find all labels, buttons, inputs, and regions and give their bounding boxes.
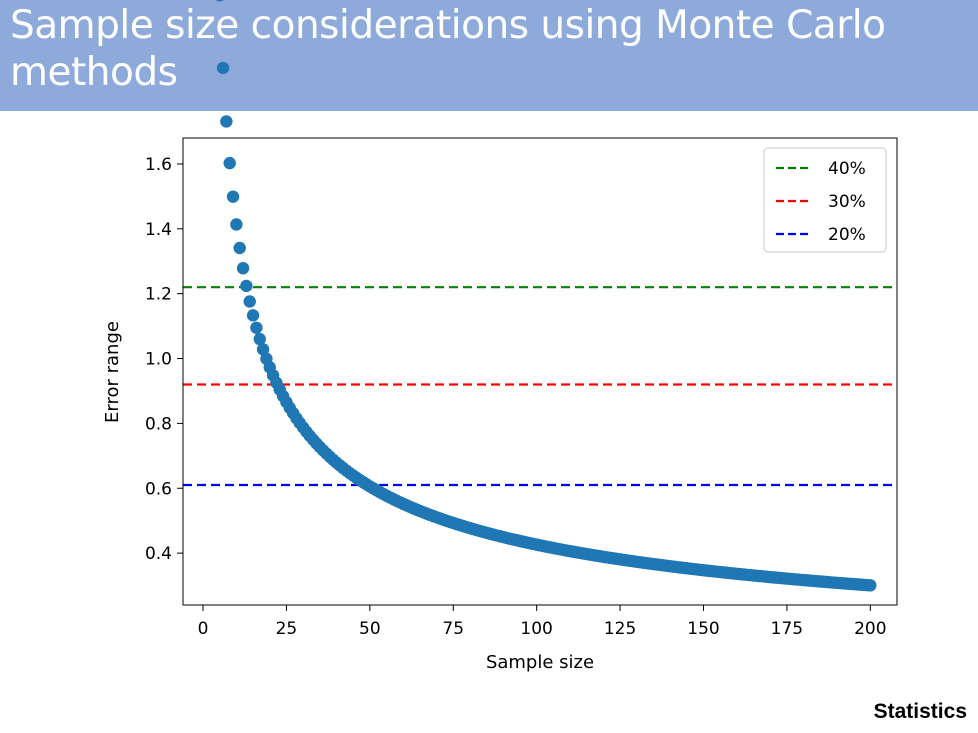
data-point <box>246 309 260 322</box>
title-banner: Sample size considerations using Monte C… <box>0 0 978 111</box>
y-tick-label: 0.8 <box>145 414 172 434</box>
data-point <box>240 279 253 293</box>
y-tick-label: 1.4 <box>145 220 172 240</box>
y-tick-label: 0.4 <box>145 544 172 564</box>
data-point <box>256 343 270 356</box>
data-point <box>216 61 230 75</box>
data-point <box>243 295 256 308</box>
y-tick-label: 1.6 <box>145 155 172 175</box>
data-point <box>864 579 877 592</box>
x-tick-label: 75 <box>442 619 464 639</box>
legend-label: 20% <box>828 225 866 245</box>
x-tick-label: 100 <box>520 619 552 639</box>
data-point <box>220 115 233 128</box>
x-tick-label: 125 <box>604 619 636 639</box>
data-point <box>233 241 246 255</box>
x-axis-label: Sample size <box>486 652 594 673</box>
data-point <box>230 218 243 231</box>
x-tick-label: 0 <box>198 619 209 639</box>
footer-label: Statistics <box>873 700 967 723</box>
slide-title: Sample size considerations using Monte C… <box>10 3 886 95</box>
axes-frame <box>182 137 898 606</box>
data-point <box>223 156 236 170</box>
x-tick-label: 175 <box>771 619 803 639</box>
x-tick-label: 150 <box>687 619 719 639</box>
data-point <box>250 321 263 334</box>
legend-label: 30% <box>828 192 866 212</box>
y-ticks: 0.4 0.6 0.8 1.0 1.2 1.4 1.6 <box>145 155 183 564</box>
y-axis-label: Error range <box>102 321 123 423</box>
threshold-lines <box>183 286 897 487</box>
data-point <box>226 190 240 203</box>
y-tick-label: 1.2 <box>145 285 172 305</box>
x-tick-label: 200 <box>854 619 886 639</box>
legend-label: 40% <box>828 159 866 179</box>
x-tick-label: 50 <box>359 619 381 639</box>
data-point <box>215 0 224 2</box>
x-ticks: 0 25 50 75 100 125 150 175 200 <box>198 605 887 639</box>
legend-box <box>763 147 887 253</box>
data-points <box>215 0 877 592</box>
y-tick-label: 0.6 <box>145 479 172 499</box>
data-point <box>236 262 250 275</box>
y-tick-label: 1.0 <box>145 350 172 370</box>
legend: 40% 30% 20% <box>763 147 887 253</box>
x-tick-label: 25 <box>276 619 298 639</box>
data-point <box>253 332 266 346</box>
